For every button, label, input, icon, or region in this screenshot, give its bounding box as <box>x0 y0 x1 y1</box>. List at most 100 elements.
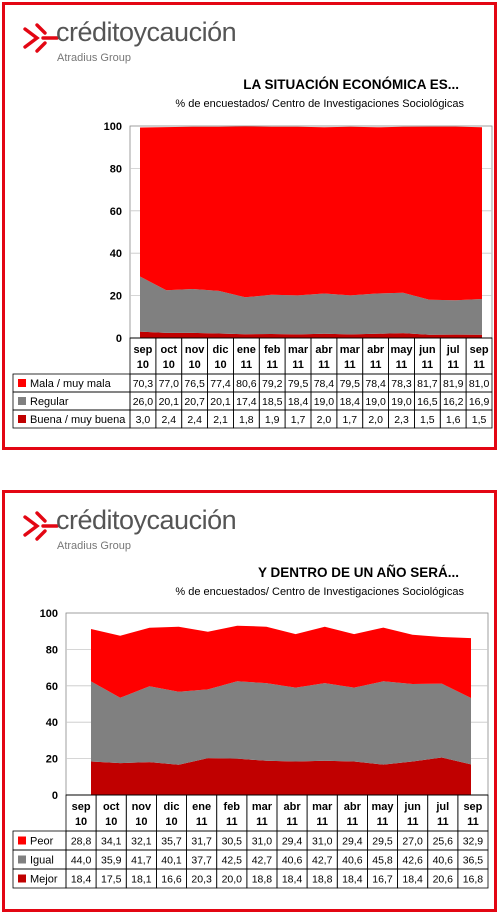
data-value: 18,5 <box>262 396 283 408</box>
data-value: 18,8 <box>252 874 273 886</box>
x-tick-label: sep <box>470 344 489 356</box>
data-value: 78,3 <box>391 378 412 390</box>
data-value: 79,2 <box>262 378 283 390</box>
x-tick-label: 10 <box>137 359 149 371</box>
data-value: 18,4 <box>402 874 423 886</box>
chart-title: LA SITUACIÓN ECONÓMICA ES... <box>243 77 459 92</box>
data-value: 40,6 <box>282 855 303 867</box>
data-value: 76,5 <box>184 378 205 390</box>
chart-subtitle: % de encuestados/ Centro de Investigacio… <box>175 586 464 598</box>
x-tick-label: 10 <box>135 816 147 828</box>
data-value: 35,9 <box>101 855 122 867</box>
legend-swatch <box>18 397 26 405</box>
legend-label: Mala / muy mala <box>30 378 112 390</box>
y-tick-label: 0 <box>52 790 58 802</box>
data-value: 81,7 <box>417 378 438 390</box>
data-value: 44,0 <box>71 855 92 867</box>
data-value: 20,0 <box>222 874 243 886</box>
data-value: 77,4 <box>210 378 231 390</box>
y-tick-label: 40 <box>46 717 58 729</box>
data-value: 16,5 <box>417 396 438 408</box>
data-value: 20,1 <box>159 396 180 408</box>
x-tick-label: feb <box>224 801 241 813</box>
legend-swatch <box>18 415 26 423</box>
y-tick-label: 60 <box>46 681 58 693</box>
x-tick-label: 11 <box>196 816 208 828</box>
x-tick-label: jun <box>403 801 421 813</box>
x-tick-label: sep <box>133 344 152 356</box>
data-value: 18,1 <box>131 874 152 886</box>
x-tick-label: 11 <box>437 816 449 828</box>
x-tick-label: may <box>390 344 413 356</box>
data-value: 18,8 <box>312 874 333 886</box>
x-tick-label: 11 <box>292 359 304 371</box>
data-value: 16,9 <box>469 396 490 408</box>
x-tick-label: ene <box>237 344 256 356</box>
x-tick-label: nov <box>185 344 205 356</box>
legend-swatch <box>18 836 26 845</box>
x-tick-label: 11 <box>377 816 389 828</box>
data-value: 2,0 <box>368 414 383 426</box>
data-value: 42,7 <box>252 855 273 867</box>
data-value: 27,0 <box>402 836 423 848</box>
data-value: 18,4 <box>282 874 303 886</box>
data-value: 1,9 <box>265 414 280 426</box>
data-value: 34,1 <box>101 836 122 848</box>
brand-group: Atradius Group <box>57 52 131 64</box>
data-value: 42,6 <box>402 855 423 867</box>
x-tick-label: 11 <box>226 816 238 828</box>
x-tick-label: 11 <box>286 816 298 828</box>
data-value: 42,7 <box>312 855 333 867</box>
data-value: 17,5 <box>101 874 122 886</box>
data-value: 77,0 <box>159 378 180 390</box>
x-tick-label: feb <box>264 344 281 356</box>
data-value: 78,4 <box>365 378 386 390</box>
x-tick-label: may <box>371 801 394 813</box>
data-value: 40,6 <box>433 855 454 867</box>
data-value: 30,5 <box>222 836 243 848</box>
brand-group: Atradius Group <box>57 540 131 552</box>
data-value: 18,4 <box>340 396 361 408</box>
x-tick-label: sep <box>72 801 91 813</box>
data-value: 16,6 <box>161 874 182 886</box>
data-value: 40,6 <box>342 855 363 867</box>
data-value: 2,4 <box>187 414 202 426</box>
data-value: 20,3 <box>191 874 212 886</box>
y-tick-label: 80 <box>46 644 58 656</box>
data-value: 26,0 <box>133 396 154 408</box>
x-tick-label: jul <box>446 344 460 356</box>
table-cell <box>457 868 489 889</box>
x-tick-label: abr <box>284 801 302 813</box>
x-tick-label: jun <box>418 344 436 356</box>
x-tick-label: 11 <box>241 359 253 371</box>
data-value: 31,0 <box>252 836 273 848</box>
data-value: 17,4 <box>236 396 257 408</box>
x-tick-label: 10 <box>165 816 177 828</box>
x-tick-label: mar <box>252 801 273 813</box>
x-tick-label: jul <box>435 801 449 813</box>
legend-label: Igual <box>30 855 54 867</box>
series-area-mejor <box>91 757 471 795</box>
data-value: 19,0 <box>314 396 335 408</box>
data-value: 29,4 <box>282 836 303 848</box>
table-cell <box>465 409 493 429</box>
data-value: 20,6 <box>433 874 454 886</box>
data-value: 78,4 <box>314 378 335 390</box>
data-value: 35,7 <box>161 836 182 848</box>
series-area-mala-muy-mala <box>140 126 482 301</box>
x-tick-label: ene <box>192 801 211 813</box>
x-tick-label: 10 <box>163 359 175 371</box>
data-value: 1,8 <box>239 414 254 426</box>
x-tick-label: 11 <box>347 816 359 828</box>
x-tick-label: 11 <box>422 359 434 371</box>
y-tick-label: 60 <box>110 206 122 218</box>
x-tick-label: oct <box>103 801 120 813</box>
stacked-area-chart: 0 20 40 60 80 100 sep 10 oct 10 nov 10 dic 10 ene 11 feb… <box>12 608 489 889</box>
data-value: 40,1 <box>161 855 182 867</box>
x-tick-label: mar <box>340 344 361 356</box>
x-tick-label: dic <box>213 344 229 356</box>
y-tick-label: 100 <box>40 608 58 620</box>
x-tick-label: 10 <box>214 359 226 371</box>
x-tick-label: abr <box>367 344 385 356</box>
data-value: 2,1 <box>213 414 228 426</box>
